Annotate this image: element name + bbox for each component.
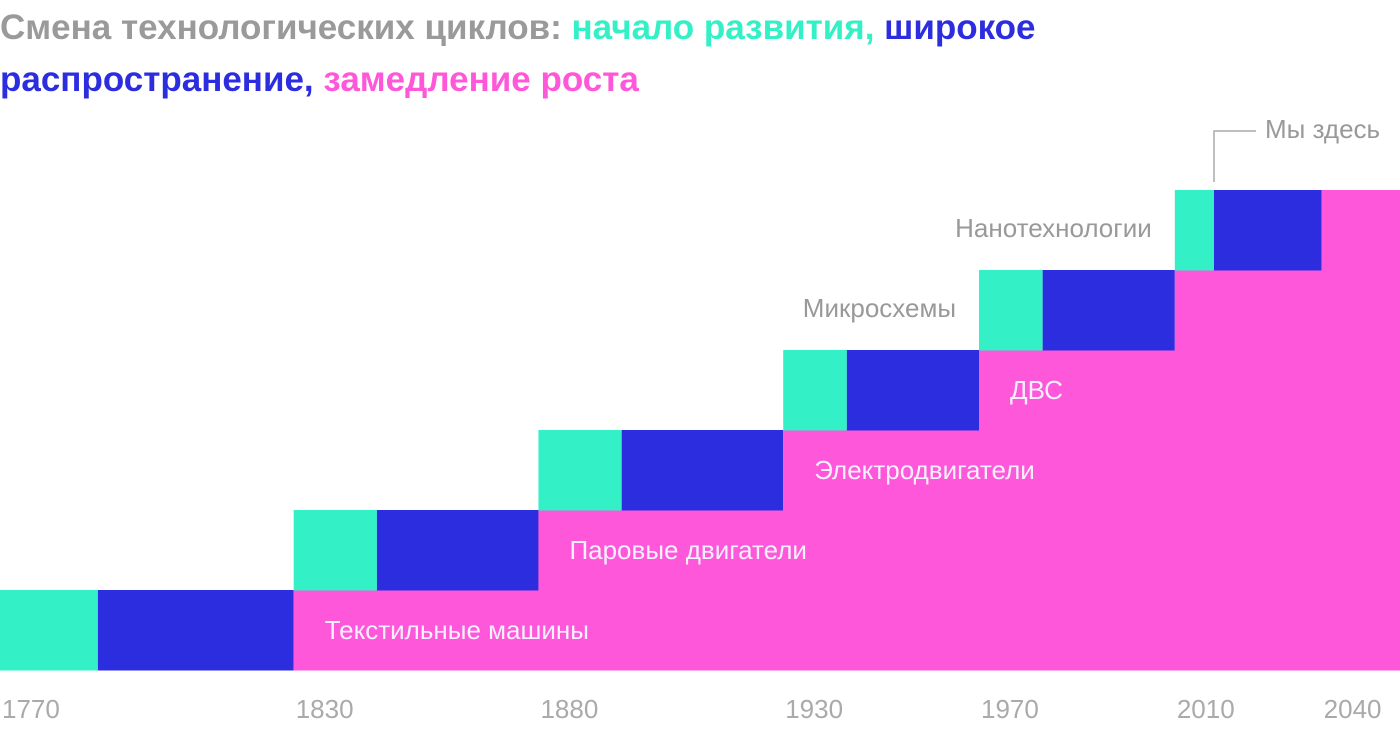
x-tick-label: 2040 — [1324, 694, 1382, 724]
phase-bar — [979, 270, 1043, 351]
phase-bar — [1174, 270, 1400, 351]
phase-bar — [783, 430, 1400, 511]
category-label: Текстильные машины — [325, 615, 589, 645]
phase-bar — [293, 510, 377, 591]
x-tick-label: 1930 — [785, 694, 843, 724]
phase-bar — [538, 510, 1400, 591]
phase-bar — [538, 430, 622, 511]
annotation: Мы здесь — [1265, 114, 1380, 144]
phase-bar — [1174, 190, 1214, 271]
phase-bar — [293, 590, 1400, 671]
phase-bar — [97, 590, 294, 671]
phase-bar — [1213, 190, 1322, 271]
phase-bar — [0, 590, 98, 671]
category-label: Электродвигатели — [814, 455, 1035, 485]
x-tick-label: 1770 — [2, 694, 60, 724]
phase-bar — [376, 510, 539, 591]
annotation-line — [1213, 130, 1256, 182]
x-tick-label: 1830 — [296, 694, 354, 724]
x-tick-label: 1970 — [981, 694, 1039, 724]
phase-bar — [979, 350, 1400, 431]
title-block: Смена технологических циклов: начало раз… — [0, 2, 1270, 106]
phase-bar — [621, 430, 784, 511]
legend-entry: начало развития, — [571, 8, 875, 47]
phase-bar — [783, 350, 847, 431]
phase-bar — [1042, 270, 1175, 351]
category-label: ДВС — [1010, 375, 1063, 405]
phase-bar — [846, 350, 980, 431]
legend-entry: широкое распространение, — [0, 8, 1036, 99]
x-tick-label: 1880 — [540, 694, 598, 724]
legend-entry: замедление роста — [323, 60, 639, 99]
chart-title: Смена технологических циклов: — [0, 8, 562, 47]
category-label: Микросхемы — [803, 293, 956, 323]
phase-bar — [1321, 190, 1400, 271]
category-label: Нанотехнологии — [955, 213, 1152, 243]
x-tick-label: 2010 — [1177, 694, 1235, 724]
category-label: Паровые двигатели — [569, 535, 806, 565]
